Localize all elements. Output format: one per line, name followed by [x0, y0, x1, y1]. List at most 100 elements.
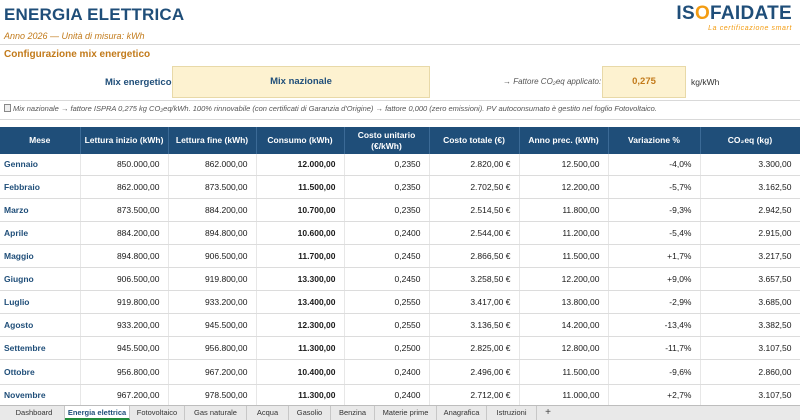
- table-cell[interactable]: 884.200,00: [80, 221, 169, 245]
- table-cell[interactable]: 2.496,00 €: [429, 359, 520, 385]
- table-cell[interactable]: 2.860,00: [700, 359, 800, 385]
- table-cell[interactable]: 3.685,00: [700, 290, 800, 314]
- column-header[interactable]: Costo unitario (€/kWh): [344, 127, 430, 154]
- mix-select[interactable]: Mix nazionale: [172, 66, 430, 98]
- sheet-tab[interactable]: Energia elettrica: [65, 406, 130, 420]
- table-cell[interactable]: 2.544,00 €: [429, 221, 520, 245]
- table-cell[interactable]: 3.657,50: [700, 267, 800, 291]
- table-cell[interactable]: 12.200,00: [519, 267, 609, 291]
- table-cell[interactable]: 945.500,00: [80, 336, 169, 360]
- table-cell[interactable]: 12.500,00: [519, 154, 609, 176]
- table-cell[interactable]: 11.800,00: [519, 198, 609, 222]
- month-cell[interactable]: Marzo: [0, 198, 81, 222]
- sheet-tab[interactable]: Gasolio: [289, 406, 331, 420]
- sheet-tab[interactable]: Materie prime: [375, 406, 437, 420]
- table-cell[interactable]: 0,2550: [344, 313, 430, 337]
- table-cell[interactable]: +2,7%: [608, 384, 701, 407]
- table-cell[interactable]: 11.700,00: [256, 244, 345, 268]
- table-cell[interactable]: 956.800,00: [168, 336, 257, 360]
- table-cell[interactable]: 2.915,00: [700, 221, 800, 245]
- table-cell[interactable]: -13,4%: [608, 313, 701, 337]
- sheet-tab[interactable]: Dashboard: [4, 406, 65, 420]
- table-cell[interactable]: 0,2350: [344, 154, 430, 176]
- table-cell[interactable]: 3.382,50: [700, 313, 800, 337]
- table-cell[interactable]: 0,2400: [344, 221, 430, 245]
- table-cell[interactable]: 10.400,00: [256, 359, 345, 385]
- month-cell[interactable]: Luglio: [0, 290, 81, 314]
- table-cell[interactable]: +9,0%: [608, 267, 701, 291]
- table-cell[interactable]: 3.417,00 €: [429, 290, 520, 314]
- table-cell[interactable]: -9,3%: [608, 198, 701, 222]
- table-cell[interactable]: 2.702,50 €: [429, 175, 520, 199]
- sheet-tab[interactable]: Acqua: [247, 406, 289, 420]
- table-cell[interactable]: 11.200,00: [519, 221, 609, 245]
- table-cell[interactable]: 906.500,00: [80, 267, 169, 291]
- table-cell[interactable]: 11.500,00: [256, 175, 345, 199]
- table-cell[interactable]: -9,6%: [608, 359, 701, 385]
- table-cell[interactable]: 2.825,00 €: [429, 336, 520, 360]
- table-cell[interactable]: 0,2550: [344, 290, 430, 314]
- table-cell[interactable]: 3.300,00: [700, 154, 800, 176]
- column-header[interactable]: Lettura fine (kWh): [168, 127, 257, 154]
- table-cell[interactable]: 14.200,00: [519, 313, 609, 337]
- column-header[interactable]: Mese: [0, 127, 81, 154]
- table-cell[interactable]: 3.107,50: [700, 336, 800, 360]
- table-cell[interactable]: 945.500,00: [168, 313, 257, 337]
- column-header[interactable]: Anno prec. (kWh): [519, 127, 609, 154]
- table-cell[interactable]: 919.800,00: [80, 290, 169, 314]
- table-cell[interactable]: 0,2350: [344, 175, 430, 199]
- month-cell[interactable]: Agosto: [0, 313, 81, 337]
- table-cell[interactable]: 0,2400: [344, 359, 430, 385]
- table-cell[interactable]: 12.000,00: [256, 154, 345, 176]
- table-cell[interactable]: 0,2400: [344, 384, 430, 407]
- table-cell[interactable]: 956.800,00: [80, 359, 169, 385]
- table-cell[interactable]: 11.500,00: [519, 244, 609, 268]
- table-cell[interactable]: 862.000,00: [168, 154, 257, 176]
- month-cell[interactable]: Giugno: [0, 267, 81, 291]
- table-cell[interactable]: 2.514,50 €: [429, 198, 520, 222]
- table-cell[interactable]: 11.300,00: [256, 336, 345, 360]
- table-cell[interactable]: 13.300,00: [256, 267, 345, 291]
- table-cell[interactable]: 10.700,00: [256, 198, 345, 222]
- column-header[interactable]: CO₂eq (kg): [700, 127, 800, 154]
- column-header[interactable]: Costo totale (€): [429, 127, 520, 154]
- month-cell[interactable]: Aprile: [0, 221, 81, 245]
- month-cell[interactable]: Ottobre: [0, 359, 81, 385]
- table-cell[interactable]: 850.000,00: [80, 154, 169, 176]
- table-cell[interactable]: 12.800,00: [519, 336, 609, 360]
- table-cell[interactable]: 13.400,00: [256, 290, 345, 314]
- table-cell[interactable]: 978.500,00: [168, 384, 257, 407]
- month-cell[interactable]: Maggio: [0, 244, 81, 268]
- column-header[interactable]: Consumo (kWh): [256, 127, 345, 154]
- table-cell[interactable]: 2.942,50: [700, 198, 800, 222]
- factor-value[interactable]: 0,275: [602, 66, 686, 98]
- table-cell[interactable]: 11.300,00: [256, 384, 345, 407]
- table-cell[interactable]: 862.000,00: [80, 175, 169, 199]
- table-cell[interactable]: 933.200,00: [168, 290, 257, 314]
- table-cell[interactable]: +1,7%: [608, 244, 701, 268]
- table-cell[interactable]: 12.300,00: [256, 313, 345, 337]
- table-cell[interactable]: 0,2350: [344, 198, 430, 222]
- table-cell[interactable]: 3.258,50 €: [429, 267, 520, 291]
- column-header[interactable]: Variazione %: [608, 127, 701, 154]
- table-cell[interactable]: 933.200,00: [80, 313, 169, 337]
- table-cell[interactable]: 10.600,00: [256, 221, 345, 245]
- table-cell[interactable]: 894.800,00: [168, 221, 257, 245]
- table-cell[interactable]: 12.200,00: [519, 175, 609, 199]
- table-cell[interactable]: 967.200,00: [168, 359, 257, 385]
- sheet-tab[interactable]: Anagrafica: [437, 406, 487, 420]
- table-cell[interactable]: 3.136,50 €: [429, 313, 520, 337]
- table-cell[interactable]: 2.820,00 €: [429, 154, 520, 176]
- table-cell[interactable]: 894.800,00: [80, 244, 169, 268]
- table-cell[interactable]: 0,2450: [344, 244, 430, 268]
- month-cell[interactable]: Febbraio: [0, 175, 81, 199]
- table-cell[interactable]: -2,9%: [608, 290, 701, 314]
- table-cell[interactable]: 0,2450: [344, 267, 430, 291]
- sheet-tab[interactable]: Istruzioni: [487, 406, 537, 420]
- table-cell[interactable]: 884.200,00: [168, 198, 257, 222]
- table-cell[interactable]: 919.800,00: [168, 267, 257, 291]
- table-cell[interactable]: -5,4%: [608, 221, 701, 245]
- table-cell[interactable]: -5,7%: [608, 175, 701, 199]
- sheet-tab[interactable]: Benzina: [331, 406, 375, 420]
- table-cell[interactable]: 2.866,50 €: [429, 244, 520, 268]
